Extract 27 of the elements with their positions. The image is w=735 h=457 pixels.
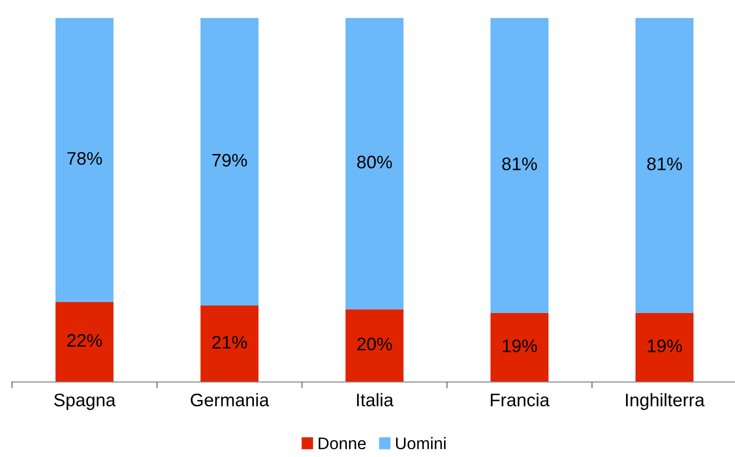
data-label: 81% <box>502 157 537 170</box>
data-label: 21% <box>212 336 247 349</box>
bar <box>490 18 548 313</box>
data-label: 20% <box>357 338 392 350</box>
data-label: 19% <box>648 339 682 352</box>
bar <box>636 312 694 382</box>
x-tick-label: Spagna <box>54 394 116 410</box>
bar <box>200 306 258 382</box>
bar <box>636 18 694 313</box>
bar <box>200 18 258 306</box>
data-label: 81% <box>647 157 682 170</box>
data-label: 19% <box>502 339 537 352</box>
x-tick-label: Inghilterra <box>626 393 705 410</box>
bar <box>346 18 404 310</box>
legend-label: Donne <box>318 438 366 450</box>
data-label: 80% <box>357 156 392 168</box>
x-tick-label: Germania <box>190 393 270 406</box>
bar <box>490 312 548 382</box>
data-label: 22% <box>67 334 102 347</box>
x-tick-label: Italia <box>357 393 394 406</box>
x-tick-label: Francia <box>490 393 550 406</box>
bar <box>56 302 114 382</box>
data-label: 79% <box>212 154 247 167</box>
legend-label: Uomini <box>396 437 446 450</box>
data-label: 78% <box>67 152 102 165</box>
bar <box>346 309 404 382</box>
bar <box>56 18 114 302</box>
